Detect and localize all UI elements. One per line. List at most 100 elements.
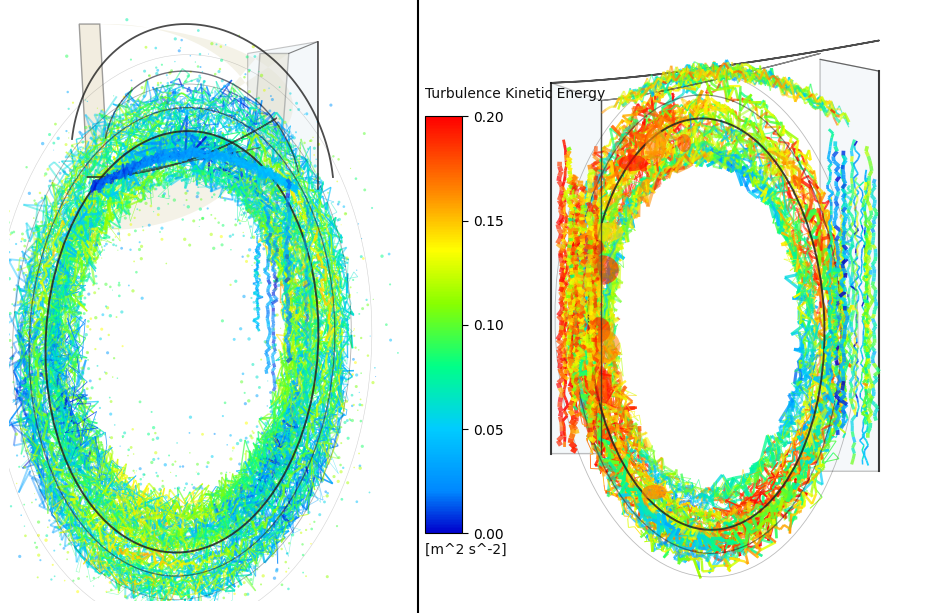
Point	[208, 181, 223, 191]
Point	[254, 490, 269, 500]
Point	[241, 396, 256, 406]
Point	[200, 562, 215, 572]
Point	[59, 197, 74, 207]
Ellipse shape	[642, 485, 667, 499]
Point	[83, 433, 98, 443]
Point	[97, 481, 112, 490]
Point	[177, 105, 191, 115]
Point	[292, 143, 307, 153]
Point	[273, 224, 288, 234]
Point	[177, 77, 192, 86]
Point	[98, 182, 113, 192]
Point	[27, 538, 42, 547]
Point	[228, 114, 243, 124]
Point	[268, 378, 283, 387]
Point	[283, 514, 298, 524]
Point	[201, 502, 216, 512]
Point	[25, 378, 40, 387]
Point	[254, 165, 269, 175]
Point	[40, 522, 55, 532]
Point	[256, 173, 271, 183]
Point	[25, 275, 40, 285]
Point	[332, 382, 347, 392]
Point	[302, 508, 317, 517]
Point	[288, 454, 303, 463]
Point	[262, 200, 277, 210]
Point	[92, 247, 107, 257]
Point	[106, 235, 120, 245]
Point	[276, 181, 291, 191]
Point	[268, 340, 283, 349]
Ellipse shape	[585, 255, 619, 285]
Point	[188, 488, 203, 498]
Point	[11, 305, 26, 315]
Point	[115, 477, 130, 487]
Point	[42, 371, 57, 381]
Point	[297, 301, 312, 311]
Point	[268, 222, 283, 232]
Point	[146, 520, 161, 530]
Point	[210, 177, 225, 186]
Point	[79, 276, 94, 286]
Point	[123, 55, 138, 64]
Point	[304, 524, 319, 534]
Point	[163, 68, 177, 78]
Point	[294, 260, 309, 270]
Point	[163, 147, 178, 157]
Point	[26, 213, 41, 223]
Point	[297, 484, 312, 494]
Point	[154, 127, 169, 137]
Point	[270, 514, 285, 524]
Point	[316, 417, 331, 427]
Ellipse shape	[569, 235, 603, 259]
Point	[296, 175, 311, 185]
Point	[67, 514, 82, 524]
Point	[159, 101, 174, 110]
Point	[235, 123, 250, 132]
Point	[179, 195, 194, 205]
Point	[300, 234, 315, 243]
Point	[169, 104, 184, 113]
Point	[35, 217, 50, 227]
Point	[243, 431, 258, 441]
Point	[113, 556, 128, 566]
Point	[239, 185, 254, 195]
Point	[14, 412, 29, 422]
Point	[279, 549, 294, 558]
Point	[0, 389, 8, 399]
Point	[288, 400, 303, 410]
Point	[78, 228, 93, 238]
Point	[207, 213, 222, 223]
Point	[31, 223, 46, 233]
Point	[108, 199, 123, 208]
Point	[157, 539, 172, 549]
Point	[270, 250, 285, 260]
Point	[104, 534, 119, 544]
Point	[55, 332, 70, 341]
Point	[110, 482, 125, 492]
Point	[178, 163, 193, 173]
Point	[213, 42, 228, 51]
Point	[141, 560, 156, 570]
Point	[337, 392, 352, 402]
Point	[18, 241, 33, 251]
Point	[337, 319, 352, 329]
Point	[173, 552, 188, 562]
Point	[52, 169, 67, 178]
Point	[74, 177, 89, 186]
Point	[280, 524, 295, 534]
Point	[198, 503, 213, 513]
Point	[219, 156, 234, 166]
Point	[54, 333, 69, 343]
Point	[128, 126, 143, 135]
Point	[17, 452, 32, 462]
Point	[219, 582, 234, 592]
Point	[29, 237, 44, 246]
Point	[130, 191, 145, 201]
Point	[205, 88, 219, 97]
Point	[312, 188, 327, 198]
Point	[204, 210, 219, 220]
Point	[234, 377, 249, 387]
Point	[55, 496, 70, 506]
Point	[245, 426, 260, 436]
